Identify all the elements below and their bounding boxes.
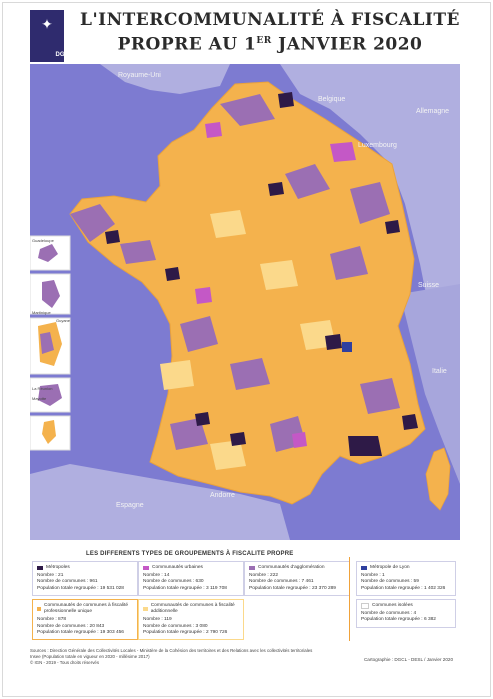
inset-label-mayotte: Mayotte [32, 396, 47, 401]
legend-title: LES DIFFERENTS TYPES DE GROUPEMENTS À FI… [86, 551, 294, 557]
inset-label-martinique: Martinique [32, 310, 51, 315]
corsica [425, 447, 451, 511]
legend-item-metropoles: Métropoles Nombre : 21 Nombre de commune… [32, 561, 138, 596]
legend-item-communes-isolees: Communes isolées Nombre de communes : 4 … [356, 599, 456, 628]
epci-patches [70, 92, 418, 470]
legend-item-cu: Communautés urbaines Nombre : 14 Nombre … [138, 561, 244, 596]
uk-land [100, 64, 230, 94]
legend-item-cc-fpu: Communautés de communes à fiscalité prof… [32, 599, 138, 641]
country-label-uk: Royaume-Uni [118, 72, 161, 79]
inset-label-guadeloupe: Guadeloupe [32, 238, 54, 243]
legend-item-cc-fa: Communautés de communes à fiscalité addi… [138, 599, 244, 641]
inset-label-guyane: Guyane [56, 318, 71, 323]
benelux-germany-land [280, 64, 460, 314]
cartography-credit: Cartographie : DGCL - DESL / Janvier 202… [363, 657, 453, 662]
swatch-lyon [361, 566, 367, 571]
page-title: L'INTERCOMMUNALITÉ À FISCALITÉ PROPRE AU… [80, 10, 460, 56]
spain-land [30, 464, 290, 540]
logo-text: DGCL [55, 52, 73, 58]
swatch-communes-isolees [361, 603, 369, 610]
country-label-italy: Italie [432, 368, 447, 375]
logo-mark-icon: ✦ [41, 16, 53, 32]
country-label-luxembourg: Luxembourg [358, 142, 397, 149]
country-label-spain: Espagne [116, 502, 144, 509]
inset-label-reunion: La Réunion [32, 386, 53, 391]
sources-note: Sources : Direction Générale des Collect… [30, 648, 313, 665]
legend-item-lyon: Métropole de Lyon Nombre : 1 Nombre de c… [356, 561, 456, 596]
country-label-andorra: Andorre [210, 492, 235, 499]
france-mainland [69, 81, 426, 505]
country-label-belgium: Belgique [318, 96, 346, 103]
swatch-cc-fa [143, 607, 148, 612]
country-label-switzerland: Suisse [418, 282, 440, 289]
overseas-insets [30, 235, 71, 451]
title-line-1: L'INTERCOMMUNALITÉ À FISCALITÉ [80, 10, 460, 30]
swatch-ca [249, 566, 255, 571]
swatch-metropoles [37, 566, 43, 571]
map-svg [30, 64, 460, 540]
dgcl-logo: ✦ DGCL [30, 10, 73, 62]
country-label-germany: Allemagne [416, 108, 450, 115]
legend-separator [349, 557, 350, 641]
legend-item-ca: Communautés d'agglomération Nombre : 222… [244, 561, 350, 596]
swatch-cc-fpu [37, 607, 41, 612]
swatch-cu [143, 566, 149, 571]
title-line-2: PROPRE AU 1ER JANVIER 2020 [117, 34, 423, 55]
switzerland-italy-land [400, 284, 460, 484]
map-panel: Royaume-Uni Belgique Allemagne Luxembour… [30, 64, 460, 540]
